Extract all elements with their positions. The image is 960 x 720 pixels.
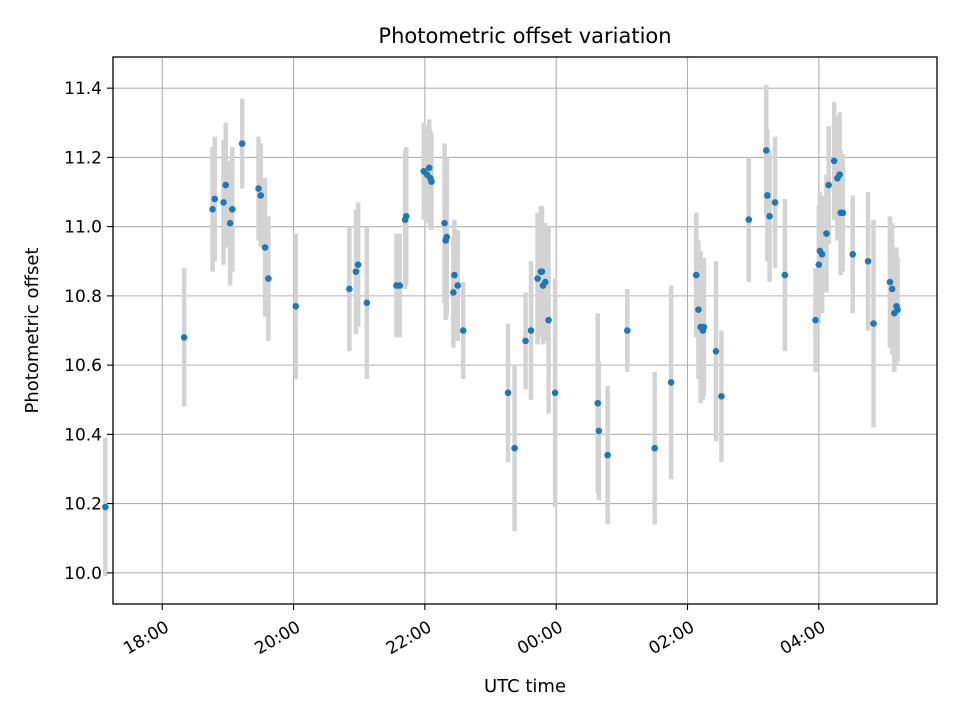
data-point [836,171,843,179]
data-point [864,257,872,265]
x-tick-label: 18:00 [120,617,172,659]
data-point [220,199,227,206]
data-point [849,251,857,258]
data-point [766,212,773,220]
data-point [624,327,631,334]
data-point [823,230,830,237]
data-point [545,316,552,324]
data-point [402,212,410,220]
y-tick-label: 10.8 [64,287,102,307]
data-point [354,261,362,269]
data-point [396,282,404,289]
data-point [718,392,725,400]
y-tick-label: 11.2 [64,148,102,168]
plot-frame [112,56,938,605]
data-point [209,206,216,213]
x-tick-label: 04:00 [777,617,829,659]
data-point [888,285,896,293]
data-point [745,216,753,224]
data-point [700,323,708,331]
data-point [651,444,658,452]
data-point [441,219,448,227]
data-point [886,278,894,286]
data-point [180,334,188,341]
data-point [228,206,236,213]
data-point [428,178,435,185]
data-point [222,181,230,189]
data-point [425,164,433,172]
data-point [830,157,838,165]
data-point [459,327,467,334]
y-tick-label: 10.4 [64,425,102,445]
data-point [762,147,770,154]
data-point [211,195,219,203]
data-point [551,389,559,397]
x-axis-title: UTC time [484,676,566,697]
data-point [265,275,272,282]
data-point [839,209,847,217]
data-point [292,302,300,310]
data-point [541,278,549,286]
data-point [255,185,262,192]
data-point [870,320,877,327]
x-tick-label: 20:00 [252,617,304,659]
y-tick-label: 10.2 [64,495,102,515]
data-point [534,275,541,282]
data-point [226,219,234,227]
data-point [692,271,700,279]
data-point [604,451,611,459]
data-point [781,271,789,279]
errorbar-layer [103,84,900,577]
data-point [522,337,529,345]
y-tick-label: 10.6 [64,356,102,376]
data-point [451,271,458,279]
data-point [667,379,675,386]
point-layer [102,140,901,511]
data-point [764,192,771,199]
data-point [504,389,512,397]
data-point [238,140,246,147]
chart-title: Photometric offset variation [378,24,671,48]
data-point [454,282,462,289]
data-point [443,233,451,241]
data-point [594,399,602,407]
data-point [346,285,353,293]
y-tick-label: 11.0 [64,218,102,238]
data-point [511,444,518,452]
data-point [363,299,371,307]
data-point [261,244,269,251]
y-axis-title: Photometric offset [22,248,43,414]
data-point [102,503,109,511]
data-point [450,289,457,296]
x-tick-label: 00:00 [514,617,566,659]
data-point [812,316,819,324]
data-point [712,347,720,355]
data-point [815,261,823,269]
data-point [257,192,265,199]
data-point [538,268,546,275]
x-tick-label: 02:00 [646,617,698,659]
y-tick-label: 11.4 [64,79,102,99]
x-tick-label: 22:00 [383,617,435,659]
y-tick-layer: 10.0 10.2 10.4 10.6 10.8 11.0 11.2 11.4 [64,79,113,584]
y-tick-label: 10.0 [64,564,102,584]
data-point [595,427,603,435]
data-point [695,306,702,314]
data-point [352,268,360,275]
data-point [771,199,779,206]
data-point [825,181,832,189]
data-point [894,306,901,314]
x-tick-layer: 18:00 20:00 22:00 00:00 02:00 04:00 [120,604,829,659]
data-point [818,251,826,258]
data-point [527,327,535,334]
